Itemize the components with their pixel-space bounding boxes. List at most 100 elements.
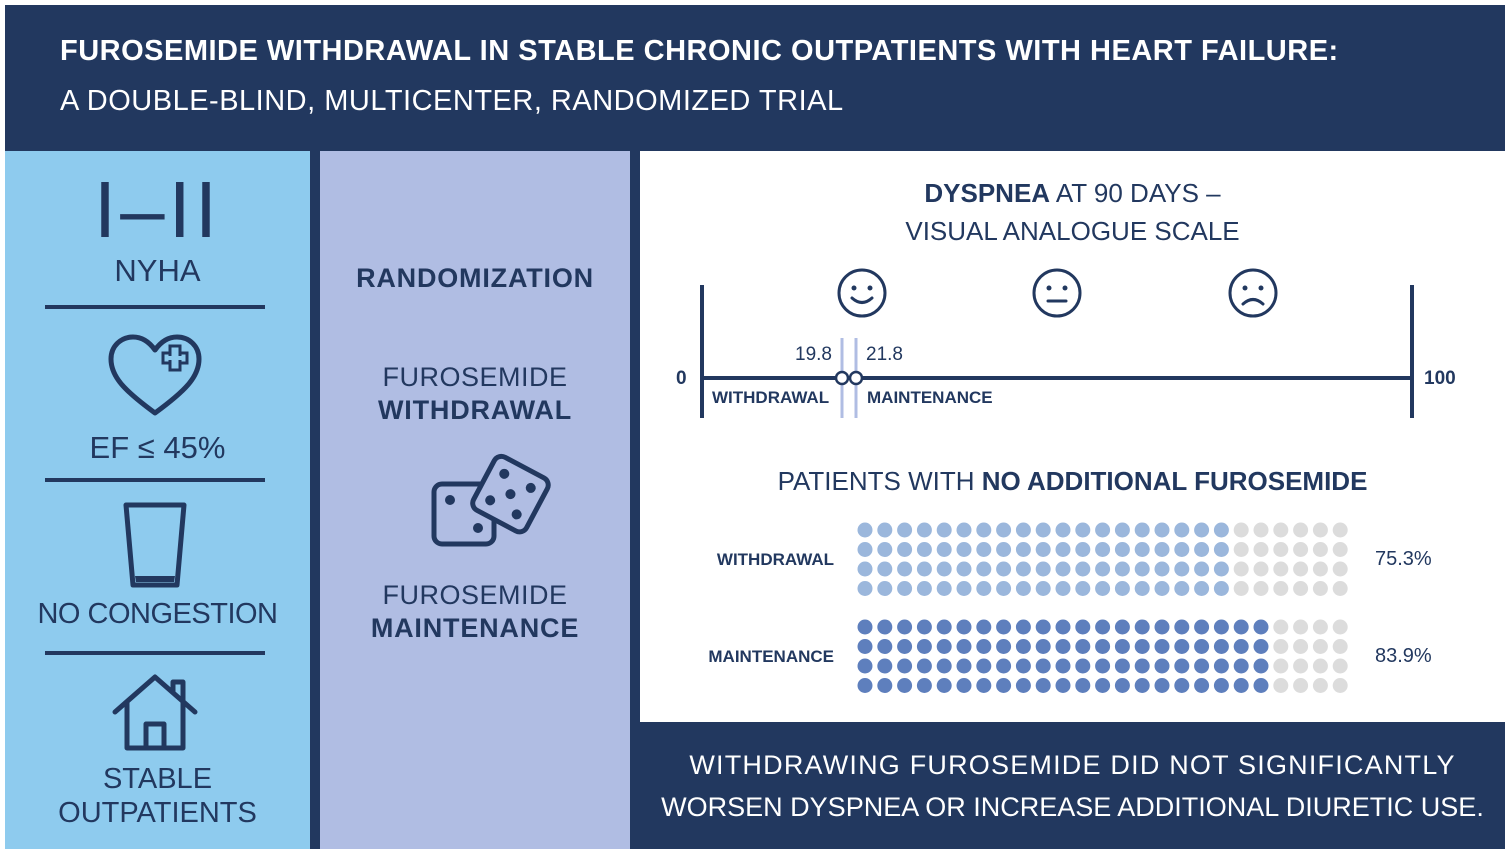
dot-empty [1253,522,1269,538]
dot-filled [1114,542,1130,557]
vas-scale [700,285,1414,418]
dot-filled [1233,619,1249,635]
dot-empty [1293,581,1309,596]
dot-filled [1194,561,1210,577]
dot-empty [1273,542,1289,557]
dot-filled [996,619,1012,635]
ef-label: EF ≤ 45% [89,430,226,465]
dot-filled [1015,522,1031,538]
stable-label-line1: STABLE [102,763,213,795]
dyspnea-title: DYSPNEA AT 90 DAYS – [640,178,1505,209]
dot-filled [956,619,972,635]
dot-filled [936,522,952,538]
dot-filled [1213,658,1229,674]
row-withdrawal-label: WITHDRAWAL [716,550,834,569]
dot-empty [1293,619,1309,635]
withdrawal-marker [834,370,850,386]
dot-filled [1015,581,1031,596]
dot-filled [976,639,992,654]
dot-filled [916,561,932,577]
dot-filled [1035,542,1051,557]
dot-filled [1055,561,1071,577]
dot-filled [1233,658,1249,674]
dot-filled [897,542,913,557]
dot-empty [1293,678,1309,693]
dyspnea-title-bold: DYSPNEA [924,178,1051,208]
dot-filled [1015,542,1031,557]
dot-filled [996,561,1012,577]
dot-filled [976,678,992,693]
dot-filled [1134,619,1150,635]
dot-empty [1312,619,1328,635]
dot-filled [936,561,952,577]
dot-empty [1253,581,1269,596]
dot-filled [1035,619,1051,635]
dot-filled [1095,542,1111,557]
dot-filled [1194,542,1210,557]
dot-filled [956,522,972,538]
dot-empty [1332,639,1348,654]
dot-filled [877,678,893,693]
dot-empty [1312,658,1328,674]
dot-filled [1213,581,1229,596]
dot-filled [1075,542,1091,557]
conclusion-line1: WITHDRAWING FUROSEMIDE DID NOT SIGNIFICA… [689,750,1456,780]
dot-filled [1035,658,1051,674]
dot-filled [1174,561,1190,577]
dot-filled [1154,678,1170,693]
dot-filled [996,658,1012,674]
dot-filled [1194,678,1210,693]
dot-filled [1213,542,1229,557]
dot-filled [1114,561,1130,577]
dot-filled [1134,561,1150,577]
dot-filled [1194,581,1210,596]
dot-empty [1273,678,1289,693]
dot-filled [857,522,873,538]
dot-filled [1134,542,1150,557]
stable-label-line2: OUTPATIENTS [58,797,257,829]
dot-filled [1114,522,1130,538]
dot-filled [976,619,992,635]
dot-filled [1154,619,1170,635]
dot-empty [1293,658,1309,674]
dot-filled [1095,619,1111,635]
dot-filled [976,658,992,674]
dot-filled [1035,639,1051,654]
heart-icon [108,334,202,416]
dot-filled [956,658,972,674]
dot-filled [1253,678,1269,693]
dot-filled [1194,658,1210,674]
dot-filled [936,658,952,674]
dot-filled [1075,639,1091,654]
dot-filled [1095,639,1111,654]
dot-filled [936,581,952,596]
dot-empty [1253,561,1269,577]
dot-filled [1055,522,1071,538]
dot-filled [976,561,992,577]
dot-filled [1015,678,1031,693]
dot-filled [1055,658,1071,674]
dot-filled [976,581,992,596]
dot-empty [1332,542,1348,557]
dot-filled [897,522,913,538]
dot-filled [1035,522,1051,538]
dot-filled [1075,522,1091,538]
dot-empty [1233,522,1249,538]
dot-filled [1035,561,1051,577]
dot-filled [1095,678,1111,693]
dot-filled [976,522,992,538]
neutral-face-icon [1032,268,1082,318]
dot-filled [1154,639,1170,654]
dot-filled [1154,542,1170,557]
dot-filled [1174,658,1190,674]
dot-filled [1114,678,1130,693]
arm-maintenance-line1: FUROSEMIDE [382,580,568,610]
dot-filled [1253,619,1269,635]
dot-filled [1055,581,1071,596]
dot-filled [916,639,932,654]
dot-filled [1095,581,1111,596]
dot-filled [1035,581,1051,596]
dot-filled [1253,639,1269,654]
dot-filled [956,542,972,557]
scale-withdrawal-label: WITHDRAWAL [712,388,830,407]
